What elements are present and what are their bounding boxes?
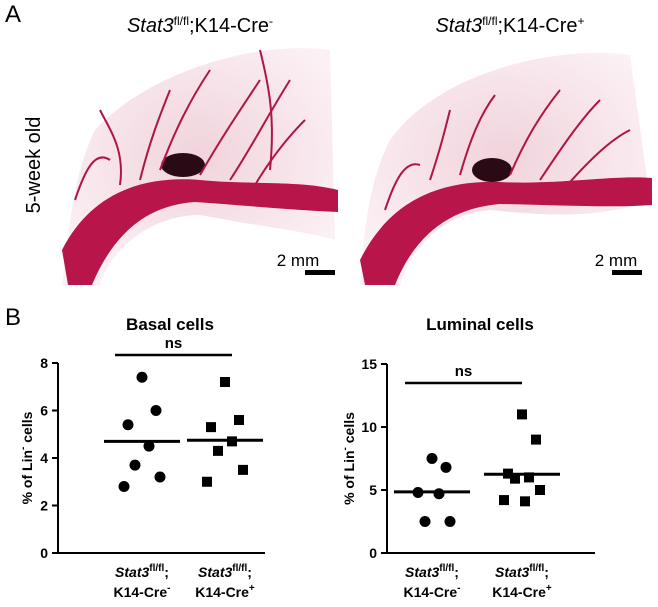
cre-sign: + [249,583,255,594]
data-point [202,476,212,487]
scale-bar-label: 2 mm [595,251,638,270]
row-label: 5-week old [23,117,45,214]
data-point [444,516,456,527]
allele: fl/fl [232,563,247,574]
y-tick-label: 5 [369,482,377,498]
chart-title: Basal cells [126,315,214,334]
significance-label: ns [455,363,473,380]
category-label: K14-Cre- [403,583,460,600]
panel-label: A [5,1,21,28]
y-label-sup: - [340,447,351,450]
genotype: ;K14-Cre [498,15,578,37]
cre-line: K14-Cre [492,584,546,600]
column-title: Stat3fl/fl;K14-Cre+ [435,14,584,37]
data-point [129,459,141,471]
data-point [419,516,431,527]
sign: + [578,14,585,28]
y-tick-label: 8 [40,355,48,371]
data-point [426,453,438,464]
data-point [499,495,509,506]
significance-label: ns [165,335,183,352]
cre-sign: - [167,583,170,594]
gene: Stat3 [495,564,529,580]
data-point [220,377,230,387]
photo-left [62,48,338,285]
cre-line: K14-Cre [113,584,167,600]
allele: fl/fl [529,563,544,574]
sign: - [269,14,273,28]
category-label: Stat3fl/fl; [198,563,252,580]
y-tick-label: 15 [361,356,377,372]
y-label-rest: cells [19,411,35,446]
y-label-text: % of Lin [341,450,357,504]
data-point [238,464,248,475]
category-label: K14-Cre+ [492,583,552,600]
gene: Stat3 [115,564,149,580]
data-point [535,485,545,495]
data-point [524,472,534,483]
data-point [440,461,452,473]
allele: fl/fl [439,563,454,574]
data-point [136,371,148,383]
y-tick-label: 10 [361,419,377,435]
category-label: Stat3fl/fl; [115,563,169,580]
y-tick-label: 0 [369,545,377,561]
gene: Stat3 [405,564,439,580]
data-point [118,481,130,492]
gene: Stat3 [127,15,174,37]
category-label: Stat3fl/fl; [405,563,459,580]
y-tick-label: 6 [40,403,48,419]
y-tick-label: 4 [40,450,48,466]
data-point [206,422,216,433]
category-label: K14-Cre- [113,583,170,600]
data-point [531,434,541,445]
data-point [520,496,530,507]
chart-title: Luminal cells [426,315,534,334]
y-label-text: % of Lin [19,450,35,504]
separator: ; [544,564,549,580]
cre-line: K14-Cre [195,584,249,600]
y-label-sup: - [18,447,29,450]
data-point [517,409,527,420]
y-label-rest: cells [341,412,357,447]
separator: ; [454,564,459,580]
data-point [510,473,520,484]
data-point [213,445,223,456]
cre-sign: - [457,583,460,594]
data-point [150,405,162,416]
column-title: Stat3fl/fl;K14-Cre- [127,14,273,37]
allele: fl/fl [482,14,497,28]
data-point [122,419,134,431]
separator: ; [247,564,252,580]
cre-sign: + [546,583,552,594]
y-tick-label: 2 [40,498,48,514]
data-point [143,440,155,452]
category-label: Stat3fl/fl; [495,563,549,580]
y-axis-label: % of Lin- cells [340,412,357,505]
allele: fl/fl [174,14,189,28]
photo-right [360,52,652,286]
data-point [433,488,445,500]
y-tick-label: 0 [40,545,48,561]
data-point [154,471,166,483]
scale-bar-label: 2 mm [277,251,320,270]
data-point [234,415,244,425]
cre-line: K14-Cre [403,584,457,600]
allele: fl/fl [149,563,164,574]
gene: Stat3 [435,15,482,37]
genotype: ;K14-Cre [189,15,269,37]
panel-label: B [5,304,21,331]
category-label: K14-Cre+ [195,583,255,600]
y-axis-label: % of Lin- cells [18,411,35,504]
separator: ; [164,564,169,580]
gene: Stat3 [198,564,232,580]
